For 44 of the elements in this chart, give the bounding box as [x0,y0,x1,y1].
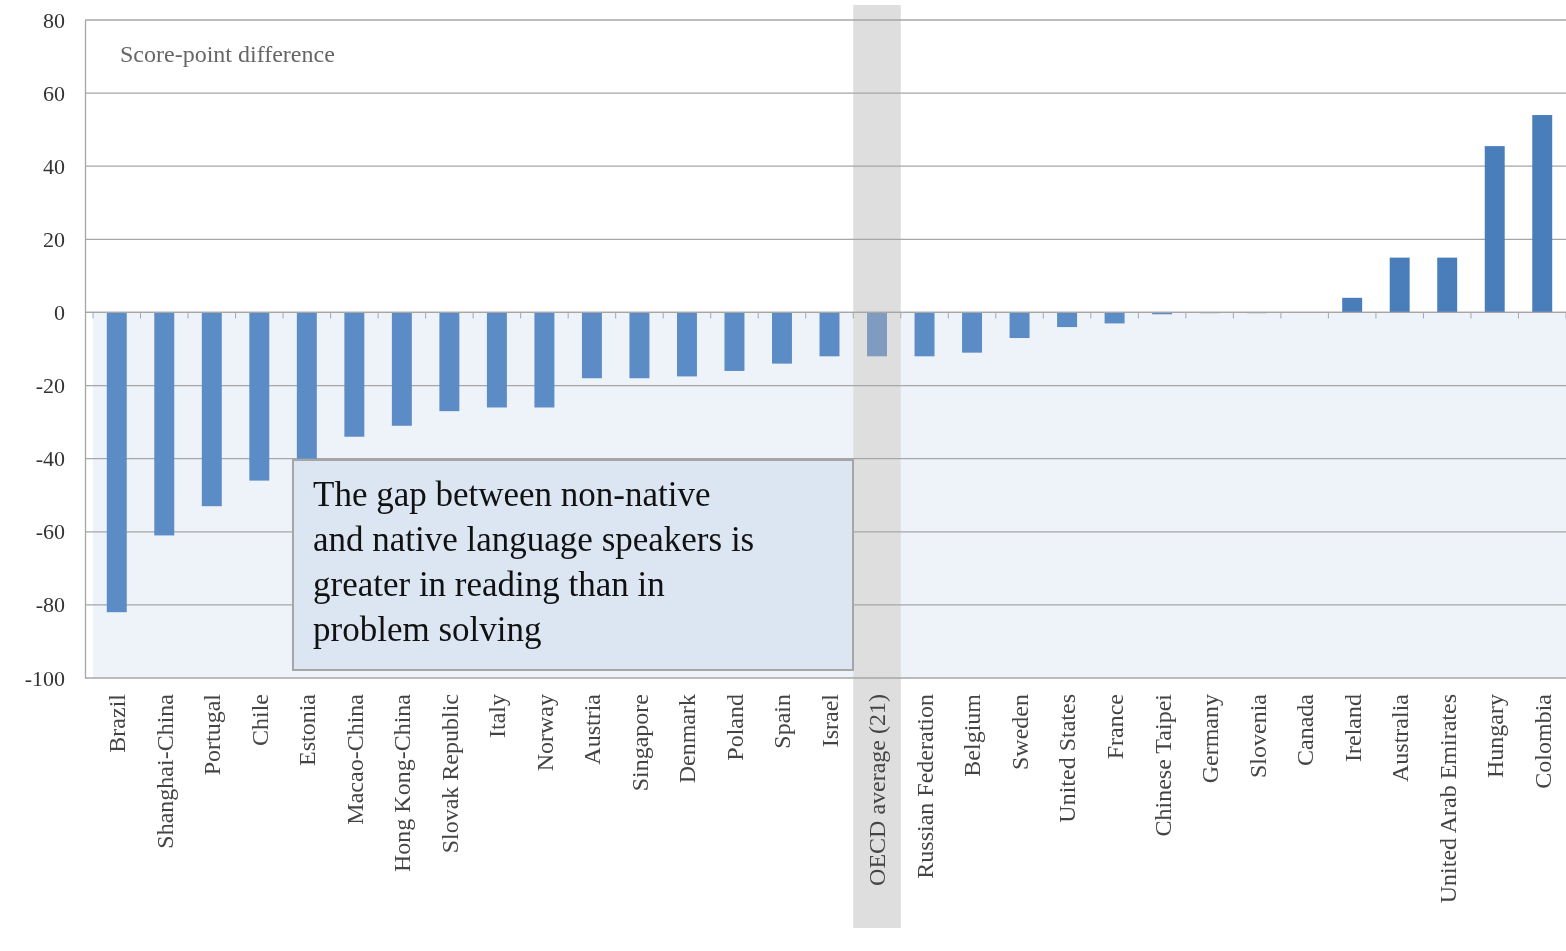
x-tick-label: Slovak Republic [436,694,463,854]
x-tick-label: Israel [816,693,843,748]
x-tick-label: OECD average (21) [864,694,891,886]
x-tick-label: Shanghai-China [151,693,178,849]
x-tick-label: Russian Federation [911,694,938,879]
x-tick-label: Hungary [1482,694,1509,778]
x-tick-label: Poland [721,694,748,761]
y-tick-label: 20 [43,226,65,252]
note-box: The gap between non-native and native language speakers is greater in reading than in problem solving [292,459,854,671]
x-tick-label: Hong Kong-China [389,693,416,872]
y-tick-label: -100 [24,665,65,691]
y-tick-label: 0 [54,299,65,325]
x-tick-label: Brazil [104,693,131,753]
x-tick-label: United Arab Emirates [1434,694,1461,904]
x-tick-label: Singapore [626,694,653,792]
x-tick-label: Denmark [674,694,701,784]
y-tick-label: 40 [43,153,65,179]
y-tick-label: -20 [35,373,65,399]
x-tick-label: Colombia [1529,693,1556,789]
x-tick-label: Spain [769,694,796,749]
y-tick-label: -40 [35,446,65,472]
x-tick-label: Estonia [294,693,321,766]
x-tick-label: Portugal [199,693,226,776]
x-tick-label: Chile [246,694,273,746]
x-tick-label: Macao-China [341,693,368,825]
x-tick-label: Austria [579,693,606,765]
x-tick-label: Australia [1387,693,1414,782]
x-tick-label: France [1102,694,1128,760]
x-tick-label: Belgium [959,693,986,777]
x-tick-label: Sweden [1006,694,1033,770]
x-tick-label: Norway [531,694,558,772]
x-tick-label: United States [1054,694,1081,823]
x-tick-label: Italy [484,694,511,738]
y-axis-title: Score-point difference [120,41,335,67]
annotation: The gap between non-native and native language speakers is greater in reading than in problem solving [313,475,755,649]
x-tick-label: Ireland [1339,694,1366,762]
x-tick-label: Slovenia [1244,693,1271,778]
y-tick-label: 80 [43,7,65,33]
x-tick-label: Chinese Taipei [1149,693,1176,837]
x-tick-label: Germany [1197,694,1224,784]
x-tick-label: Canada [1292,693,1319,766]
y-tick-label: -60 [35,519,65,545]
y-tick-label: -80 [35,592,65,618]
y-tick-label: 60 [43,80,65,106]
